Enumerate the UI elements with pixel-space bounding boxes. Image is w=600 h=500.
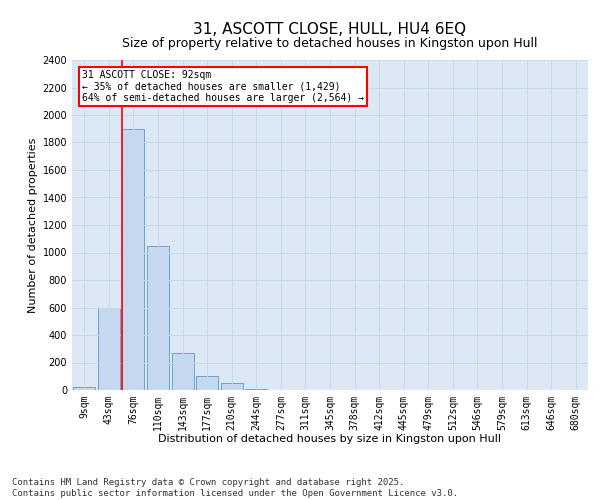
Text: 31, ASCOTT CLOSE, HULL, HU4 6EQ: 31, ASCOTT CLOSE, HULL, HU4 6EQ <box>193 22 467 38</box>
Bar <box>221 383 243 390</box>
Bar <box>172 353 194 390</box>
Text: Size of property relative to detached houses in Kingston upon Hull: Size of property relative to detached ho… <box>122 38 538 51</box>
X-axis label: Distribution of detached houses by size in Kingston upon Hull: Distribution of detached houses by size … <box>158 434 502 444</box>
Bar <box>196 376 218 390</box>
Bar <box>122 128 145 390</box>
Bar <box>73 387 95 390</box>
Bar <box>147 246 169 390</box>
Y-axis label: Number of detached properties: Number of detached properties <box>28 138 38 312</box>
Text: 31 ASCOTT CLOSE: 92sqm
← 35% of detached houses are smaller (1,429)
64% of semi-: 31 ASCOTT CLOSE: 92sqm ← 35% of detached… <box>82 70 364 103</box>
Bar <box>98 308 120 390</box>
Text: Contains HM Land Registry data © Crown copyright and database right 2025.
Contai: Contains HM Land Registry data © Crown c… <box>12 478 458 498</box>
